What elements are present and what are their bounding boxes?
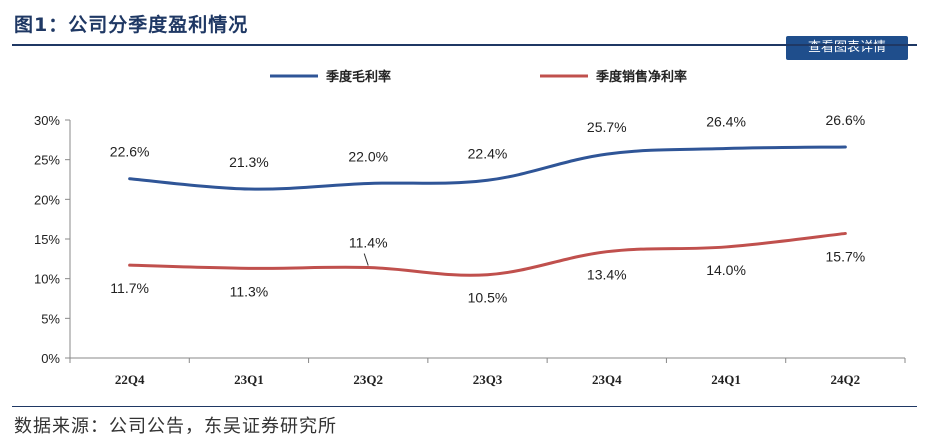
legend-label: 季度销售净利率 [595,69,687,85]
data-label: 15.7% [826,248,866,264]
data-label: 11.3% [230,283,269,299]
title-divider [12,44,917,46]
series-line-net-margin [128,231,847,277]
chart-title: 图1：公司分季度盈利情况 [14,14,249,36]
data-label: 26.6% [826,112,866,128]
data-label: 13.4% [587,267,627,283]
y-tick-label: 20% [34,192,60,207]
x-tick-label: 24Q2 [831,372,861,387]
data-label-leader [363,253,369,266]
y-tick-label: 25% [34,153,60,168]
source-divider [12,406,917,407]
y-tick-label: 15% [34,232,60,247]
data-label: 25.7% [587,119,627,135]
x-tick-label: 23Q4 [592,372,622,387]
data-label: 22.6% [110,144,150,160]
data-label: 11.4% [349,235,388,251]
x-tick-label: 23Q3 [473,372,503,387]
y-tick-label: 30% [34,113,60,128]
data-label: 22.4% [468,145,508,161]
data-label: 11.7% [110,280,149,296]
view-chart-details-button[interactable]: 查看图表详情 [786,36,908,60]
data-label: 10.5% [468,290,508,306]
y-tick-label: 5% [41,311,60,326]
x-tick-label: 22Q4 [115,372,145,387]
series-line-gross-margin [128,145,847,191]
x-tick-label: 23Q1 [234,372,264,387]
data-label: 22.0% [348,148,388,164]
data-label: 21.3% [229,154,269,170]
y-tick-label: 0% [41,351,60,366]
data-label: 26.4% [706,114,746,130]
data-label: 14.0% [706,262,746,278]
y-tick-label: 10% [34,272,60,287]
x-tick-label: 23Q2 [353,372,383,387]
legend-label: 季度毛利率 [325,69,391,85]
source-note: 数据来源：公司公告，东吴证券研究所 [14,416,337,437]
x-tick-label: 24Q1 [711,372,741,387]
